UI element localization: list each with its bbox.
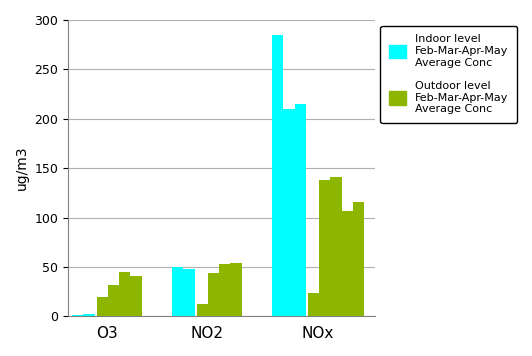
Bar [284, 109, 295, 316]
Bar [272, 35, 284, 316]
Bar [330, 177, 342, 316]
Bar [172, 267, 184, 316]
Bar [230, 263, 242, 316]
Bar [119, 272, 130, 316]
Bar [295, 104, 306, 316]
Bar [308, 293, 319, 316]
Bar [342, 211, 353, 316]
Y-axis label: ug/m3: ug/m3 [15, 146, 29, 190]
Legend: Indoor level
Feb-Mar-Apr-May
Average Conc, Outdoor level
Feb-Mar-Apr-May
Average: Indoor level Feb-Mar-Apr-May Average Con… [380, 26, 517, 123]
Bar [353, 202, 364, 316]
Bar [184, 269, 195, 316]
Bar [219, 264, 230, 316]
Bar [208, 273, 219, 316]
Bar [72, 315, 84, 316]
Bar [84, 314, 95, 316]
Bar [197, 304, 208, 316]
Bar [130, 276, 142, 316]
Bar [97, 297, 108, 316]
Bar [108, 285, 119, 316]
Bar [319, 180, 330, 316]
